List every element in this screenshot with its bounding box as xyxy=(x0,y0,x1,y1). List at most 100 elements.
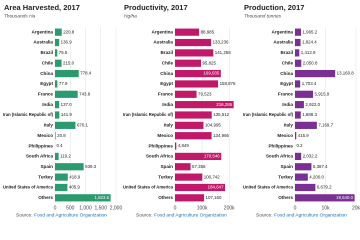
category-label: Egypt xyxy=(280,81,293,86)
category-label: Iran (Islamic Republic of) xyxy=(123,112,173,117)
bar xyxy=(175,132,212,140)
bar xyxy=(55,28,62,36)
category-label: South Africa xyxy=(26,154,54,159)
x-tick-label: 500 xyxy=(66,205,75,211)
value-label: 0.2 xyxy=(297,143,304,148)
value-label: 4,849 xyxy=(178,143,190,148)
value-label: 77.9 xyxy=(59,81,68,86)
x-tick-label: 20k xyxy=(352,205,360,211)
bar xyxy=(295,194,355,202)
value-label: 670.1 xyxy=(77,123,89,128)
value-label: 79,523 xyxy=(198,91,212,96)
value-label: 133,236 xyxy=(213,40,229,45)
category-label: Mexico xyxy=(277,133,293,138)
category-label: India xyxy=(42,102,53,107)
value-label: 743.8 xyxy=(79,91,91,96)
category-label: Australia xyxy=(273,40,293,45)
value-label: 2,922.0 xyxy=(305,102,320,107)
category-label: Brazil xyxy=(40,50,53,55)
value-label: 418.9 xyxy=(69,174,81,179)
category-label: United States of America xyxy=(3,185,53,190)
value-label: 5,915.9 xyxy=(315,91,330,96)
bar xyxy=(175,90,197,98)
value-label: 134,966 xyxy=(213,133,229,138)
bar xyxy=(295,101,304,109)
value-label: 20.8 xyxy=(57,133,66,138)
value-label: 2,032.2 xyxy=(303,154,318,159)
bar xyxy=(55,194,111,202)
value-label: 1,412.9 xyxy=(301,50,316,55)
category-label: Italy xyxy=(284,123,294,128)
category-label: Philippines xyxy=(268,143,293,148)
source-link[interactable]: Food and Agriculture Organization xyxy=(34,212,107,218)
value-label: 170,546 xyxy=(204,154,220,159)
category-label: Egypt xyxy=(160,81,173,86)
bar xyxy=(55,69,79,78)
source-link[interactable]: Food and Agriculture Organization xyxy=(274,212,347,218)
value-label: 1,703.4 xyxy=(302,81,317,86)
category-label: Australia xyxy=(33,40,53,45)
value-label: 137.0 xyxy=(61,102,73,107)
bar xyxy=(175,38,212,47)
category-label: India xyxy=(282,102,293,107)
category-label: Australia xyxy=(153,40,173,45)
bar xyxy=(55,38,60,47)
category-label: Chile xyxy=(282,60,294,65)
category-label: Argentina xyxy=(272,29,294,34)
category-label: United States of America xyxy=(243,185,293,190)
category-label: France xyxy=(278,92,294,97)
value-label: 100,742 xyxy=(204,174,220,179)
x-tick-label: 0 xyxy=(294,205,297,211)
category-label: South Africa xyxy=(266,154,294,159)
source-label: Source: xyxy=(16,212,33,218)
panel-subtitle: Hg/ha xyxy=(124,13,137,19)
bar xyxy=(55,121,76,129)
value-label: 184,647 xyxy=(208,185,224,190)
category-label: Brazil xyxy=(160,50,173,55)
value-label: 75.5 xyxy=(59,50,68,55)
category-label: Brazil xyxy=(280,50,293,55)
x-tick-label: 2,000 xyxy=(110,205,123,211)
value-label: 2,050.8 xyxy=(303,60,318,65)
category-label: India xyxy=(162,102,173,107)
x-tick-label: 10k xyxy=(321,205,330,211)
category-label: France xyxy=(38,92,54,97)
value-label: 415.9 xyxy=(298,133,310,138)
bar xyxy=(175,173,203,181)
bar xyxy=(55,111,60,119)
value-label: 88,985 xyxy=(201,29,215,34)
category-label: Others xyxy=(158,195,173,200)
value-label: 4,200.0 xyxy=(309,174,324,179)
category-label: Turkey xyxy=(38,174,53,179)
bar xyxy=(55,59,62,67)
category-label: Chile xyxy=(162,60,174,65)
category-label: Iran (Islamic Republic of) xyxy=(3,112,53,117)
value-label: 19,540.0 xyxy=(336,195,354,200)
bar xyxy=(295,49,300,57)
category-label: United States of America xyxy=(123,185,173,190)
value-label: 141.9 xyxy=(61,112,73,117)
bar xyxy=(55,101,60,109)
panel-title: Production, 2017 xyxy=(244,3,304,12)
bar xyxy=(295,69,336,78)
value-label: 405.9 xyxy=(69,185,81,190)
category-label: Chile xyxy=(42,60,54,65)
value-label: 169,035 xyxy=(203,71,219,76)
category-label: Italy xyxy=(164,123,174,128)
x-tick-label: 0 xyxy=(54,205,57,211)
value-label: 57,356 xyxy=(192,164,206,169)
source-link[interactable]: Food and Agriculture Organization xyxy=(154,212,227,218)
category-label: Spain xyxy=(40,164,53,169)
x-tick-label: 100k xyxy=(197,205,208,211)
category-label: Others xyxy=(38,195,53,200)
bar xyxy=(175,111,212,119)
bar xyxy=(175,69,221,78)
category-label: Mexico xyxy=(157,133,173,138)
value-label: 158,876 xyxy=(220,81,236,86)
category-label: South Africa xyxy=(146,154,174,159)
category-label: China xyxy=(280,71,293,76)
bar xyxy=(175,28,200,36)
category-label: Argentina xyxy=(152,29,174,34)
bar xyxy=(55,90,78,98)
panel-title: Productivity, 2017 xyxy=(124,3,188,12)
